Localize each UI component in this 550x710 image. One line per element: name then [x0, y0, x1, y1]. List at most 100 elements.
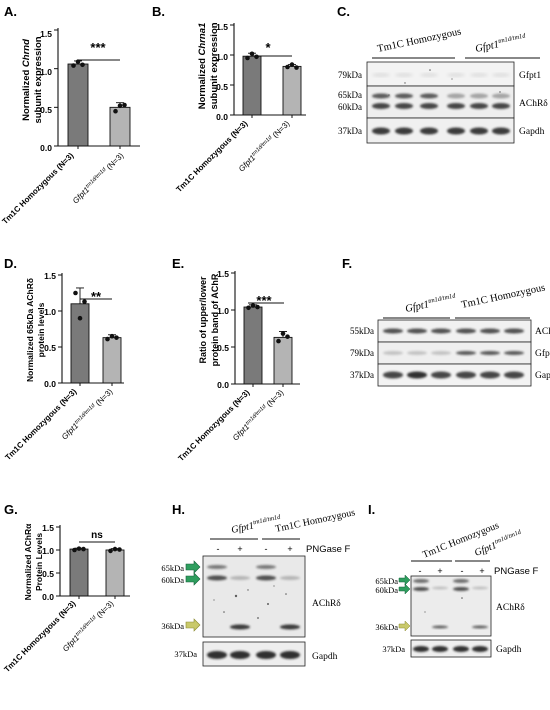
blot-band	[395, 103, 413, 109]
blot-band	[492, 93, 510, 99]
panel-b-data-point	[249, 51, 255, 57]
blot-f-marker: 79kDa	[350, 348, 374, 358]
panel-e-data-point	[276, 338, 281, 344]
blot-band	[413, 579, 429, 583]
blot-i-arrow-60kda-icon	[398, 583, 411, 595]
blot-band	[431, 371, 451, 379]
panel-letter-i: I.	[368, 502, 375, 517]
blot-i-band-label: AChRδ	[496, 603, 525, 613]
blot-band	[383, 328, 403, 334]
panel-letter-e: E.	[172, 256, 184, 271]
panel-f-western-blot: Gfpt1tm1d/tm1d Tm1C Homozygous 55kDa 79k…	[350, 282, 550, 387]
panel-d-bar	[70, 303, 90, 384]
blot-band	[480, 371, 500, 379]
panel-a-bar	[109, 106, 131, 147]
blot-band	[207, 565, 227, 569]
panel-b-ylabel-line2: subunit expression	[209, 22, 220, 109]
blot-h-sign: +	[237, 544, 242, 554]
ytick-label: 1.0	[42, 546, 54, 556]
blot-band	[372, 73, 390, 77]
panel-g-data-point	[81, 546, 86, 552]
blot-c-band-label: Gapdh	[519, 127, 545, 137]
blot-band	[407, 371, 427, 379]
blot-speck	[424, 611, 426, 613]
blot-band	[420, 73, 438, 77]
blot-band	[447, 103, 465, 109]
blot-band	[372, 103, 390, 109]
panel-d-data-point	[105, 336, 110, 342]
blot-f-band-label: AChRα	[535, 327, 550, 337]
blot-band	[432, 586, 448, 590]
blot-band	[372, 93, 390, 99]
blot-band	[470, 103, 488, 109]
panel-b-chart: Normalized Chrna1 subunit expression 0.0…	[174, 22, 306, 194]
blot-f-marker: 37kDa	[350, 370, 374, 380]
blot-band	[492, 103, 510, 109]
panel-e-data-point	[250, 303, 256, 308]
blot-band	[230, 624, 250, 630]
blot-band	[504, 371, 524, 379]
blot-h-sign: +	[287, 544, 292, 554]
ytick-label: 0.5	[216, 82, 228, 92]
blot-f-band-label: Gapdh	[535, 371, 550, 381]
panel-letter-b: B.	[152, 4, 165, 19]
panel-e-significance: ***	[256, 293, 272, 308]
blot-band	[372, 127, 390, 135]
blot-h-marker: 60kDa	[161, 575, 184, 585]
blot-c-marker: 65kDa	[338, 90, 362, 100]
blot-i-bands	[413, 579, 488, 652]
blot-h-sign: -	[217, 544, 220, 554]
panel-b-bar	[282, 65, 302, 116]
blot-h-arrow-65kda-icon	[185, 560, 201, 574]
blot-band	[280, 624, 300, 630]
blot-i-sign: +	[479, 566, 484, 576]
blot-band	[407, 328, 427, 334]
panel-g-data-point	[117, 547, 122, 552]
panel-c-western-blot: Tm1C Homozygous Gfpt1tm1d/tm1d 79kDa 65k…	[338, 26, 548, 144]
panel-a-yticks: 0.0 0.5 1.0 1.5	[40, 29, 52, 153]
panel-g-ylabel: Normalized AChRα	[23, 523, 33, 600]
blot-c-strip-gapdh	[366, 117, 515, 144]
blot-speck	[213, 599, 215, 601]
panel-e-ylabel-line2: protein band of AChR	[210, 273, 220, 366]
panel-d-data-point	[82, 299, 87, 304]
panel-e-chart: Ratio of upper/lower protein band of ACh…	[176, 269, 300, 463]
blot-h-treatment-label: PNGase F	[306, 544, 351, 555]
blot-speck	[388, 94, 390, 96]
blot-c-group-label-homozygous: Tm1C Homozygous	[376, 26, 462, 55]
panel-letter-a: A.	[4, 4, 17, 19]
blot-speck	[267, 603, 269, 605]
ytick-label: 1.0	[40, 67, 52, 77]
blot-band	[432, 625, 448, 629]
blot-h-group-label-homozygous: Tm1C Homozygous	[274, 507, 356, 535]
blot-f-band-label: Gfpt1	[535, 348, 550, 359]
blot-c-bands	[372, 69, 510, 135]
blot-i-strip-gapdh	[410, 639, 492, 658]
panel-d-ylabel-line2: protein levels	[36, 302, 46, 357]
blot-c-strip-achr-delta	[366, 85, 515, 119]
panel-d-ylabel: Normalized 65kDa AChRδ	[25, 278, 35, 382]
blot-i-band-label: Gapdh	[496, 645, 522, 655]
blot-band	[472, 586, 488, 590]
panel-b-bar	[242, 55, 262, 116]
blot-band	[420, 93, 438, 99]
panel-b-data-point	[245, 55, 250, 61]
blot-band	[395, 73, 413, 77]
blot-band	[207, 651, 227, 659]
panel-d-data-point	[109, 333, 115, 339]
blot-h-arrow-36kda-icon	[185, 618, 201, 632]
blot-band	[447, 127, 465, 135]
panel-a-bar	[67, 63, 89, 147]
blot-i-group-label-homozygous: Tm1C Homozygous	[421, 520, 501, 561]
panel-a-data-point	[122, 102, 127, 108]
panel-g-data-point	[112, 546, 118, 552]
blot-band	[453, 579, 469, 583]
panel-e-ylabel: Ratio of upper/lower	[198, 276, 208, 364]
panel-e-bar	[243, 306, 263, 385]
blot-band	[470, 93, 488, 99]
blot-h-strip-achr-delta	[202, 555, 306, 638]
panel-d-significance: **	[91, 289, 102, 304]
blot-i-marker: 60kDa	[375, 585, 398, 595]
blot-h-marker: 37kDa	[174, 649, 197, 659]
